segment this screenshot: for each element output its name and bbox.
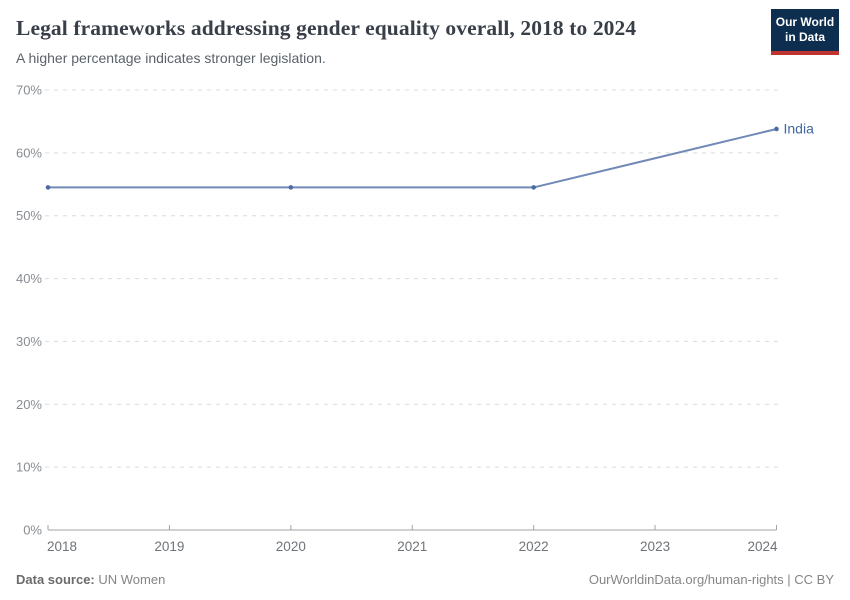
- y-axis-tick-label: 30%: [16, 334, 42, 349]
- series-line-india[interactable]: [48, 127, 777, 189]
- y-axis-tick-label: 50%: [16, 208, 42, 223]
- data-point[interactable]: [45, 185, 51, 190]
- y-axis-tick-label: 20%: [16, 397, 42, 412]
- x-axis-tick-label: 2022: [519, 539, 549, 554]
- y-axis-tick-label: 70%: [16, 83, 42, 98]
- x-axis-tick-label: 2021: [397, 539, 427, 554]
- chart-subtitle: A higher percentage indicates stronger l…: [16, 50, 326, 66]
- owid-logo-line2: in Data: [784, 30, 825, 44]
- data-point[interactable]: [531, 185, 536, 190]
- owid-citation-link[interactable]: OurWorldinData.org/human-rights | CC BY: [588, 572, 834, 587]
- x-axis-tick-label: 2018: [47, 539, 77, 554]
- y-axis-tick-label: 40%: [16, 271, 42, 286]
- data-point[interactable]: [288, 185, 294, 190]
- chart-footer: Data source: UN Women OurWorldinData.org…: [16, 572, 834, 587]
- data-source-value: UN Women: [94, 572, 166, 587]
- owid-logo-line1: Our World: [775, 15, 835, 29]
- series-entity-label-india[interactable]: India: [784, 120, 815, 136]
- x-axis-tick-label: 2023: [640, 539, 670, 554]
- owid-logo[interactable]: Our World in Data: [771, 9, 839, 55]
- data-point[interactable]: [774, 126, 779, 132]
- x-axis-tick-label: 2019: [154, 539, 184, 554]
- x-axis-tick-label: 2024: [747, 539, 778, 554]
- x-axis-tick-label: 2020: [276, 539, 306, 554]
- y-axis-tick-label: 0%: [23, 523, 42, 538]
- chart-header: Legal frameworks addressing gender equal…: [16, 16, 754, 66]
- data-source-note: Data source: UN Women: [16, 572, 165, 587]
- data-source-label: Data source:: [16, 572, 95, 587]
- y-axis-tick-label: 60%: [16, 145, 42, 160]
- y-axis-tick-label: 10%: [16, 460, 42, 475]
- chart-title: Legal frameworks addressing gender equal…: [16, 16, 637, 40]
